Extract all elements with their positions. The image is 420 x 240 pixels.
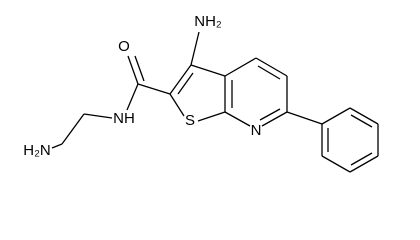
atom-label: N [251, 122, 262, 139]
bond [137, 83, 171, 95]
bond [169, 64, 192, 95]
bond [224, 57, 257, 77]
bond [61, 113, 85, 145]
bond [190, 31, 200, 66]
bond [177, 72, 194, 95]
bond [255, 57, 288, 77]
atom-label: NH [113, 110, 135, 127]
bond [134, 55, 145, 82]
bond [190, 64, 226, 77]
bond [83, 113, 113, 119]
bond [197, 111, 226, 122]
bond [261, 111, 288, 127]
atom-label: NH₂ [194, 13, 222, 30]
atom-label: S [185, 112, 195, 129]
bond [126, 83, 139, 111]
bond [349, 155, 379, 173]
bond [350, 114, 373, 128]
atom-label: H₂N [23, 142, 51, 159]
bond [286, 111, 323, 125]
bond [259, 108, 281, 121]
bond [127, 55, 139, 85]
bond [169, 93, 185, 117]
molecule-diagram: NH₂ O NH H₂N S N [23, 13, 379, 173]
bond [321, 107, 351, 125]
bond [224, 111, 251, 127]
atom-labels: NH₂ O NH H₂N S N [23, 13, 261, 159]
bond [349, 107, 379, 125]
bonds [51, 31, 379, 173]
bond [350, 152, 373, 166]
atom-label: O [118, 38, 130, 55]
bond [321, 155, 351, 173]
bond [51, 143, 63, 149]
bond [257, 65, 281, 80]
